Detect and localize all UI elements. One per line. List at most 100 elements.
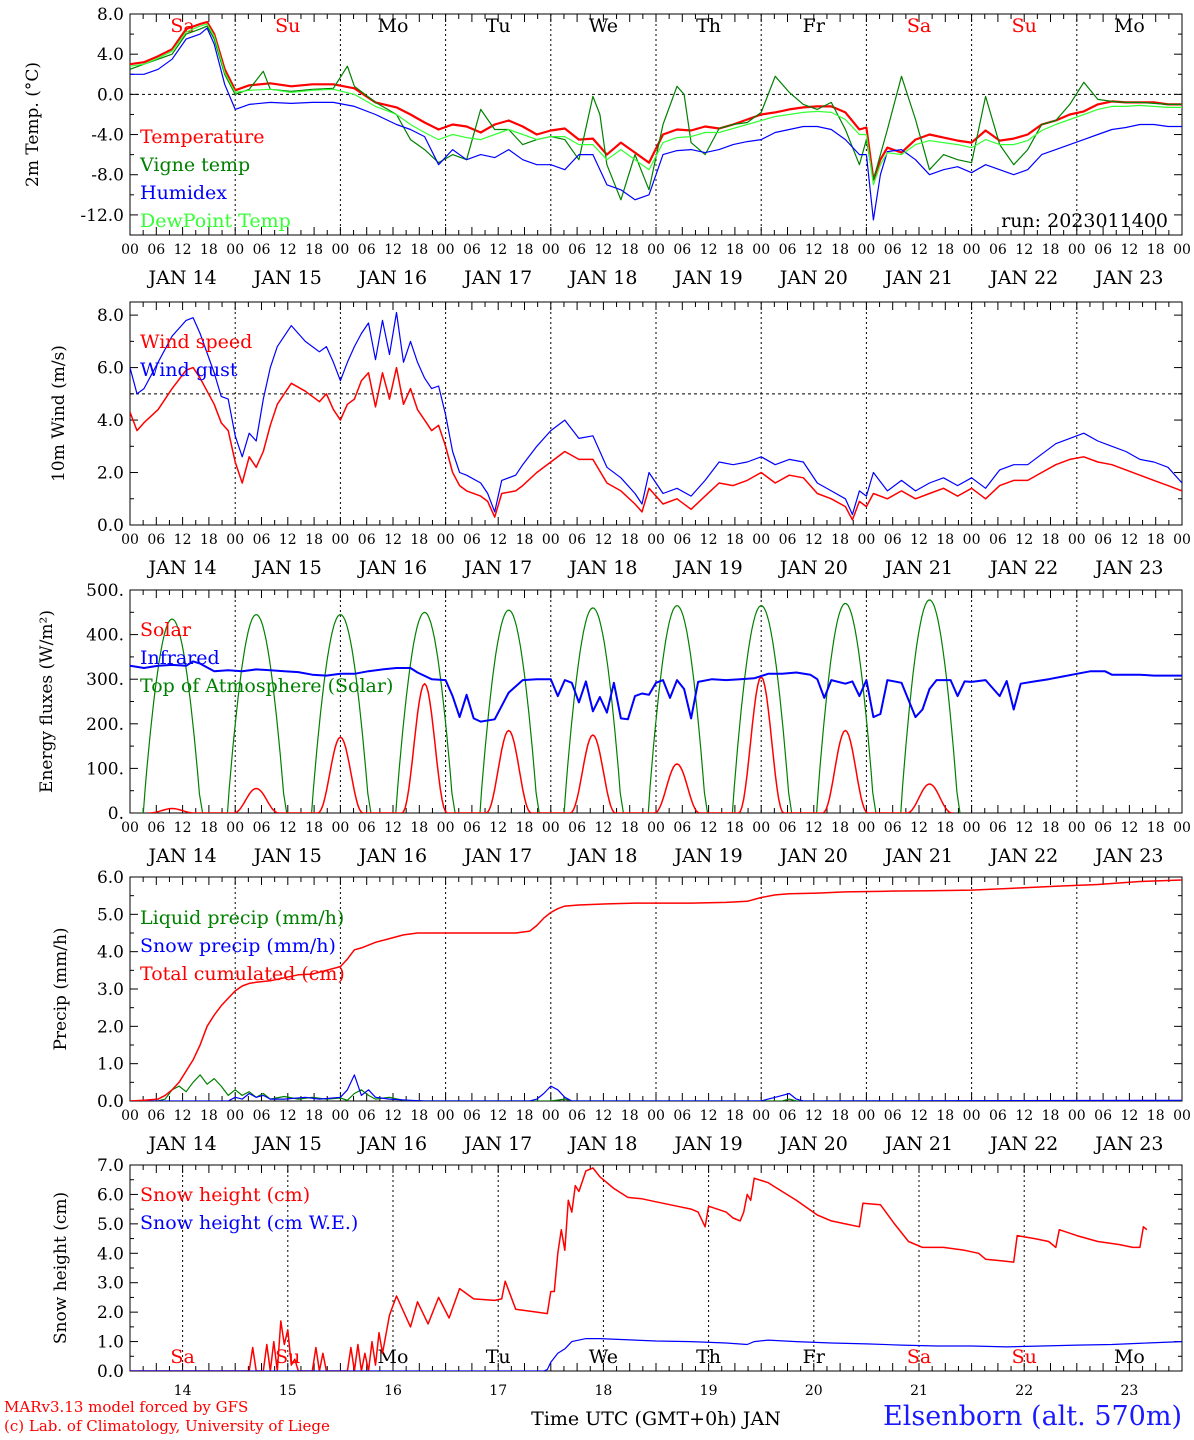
hour-label: 06	[358, 242, 376, 258]
date-label: JAN 18	[567, 267, 637, 289]
hour-label: 00	[437, 820, 455, 836]
hour-label: 06	[253, 1108, 271, 1124]
hour-label: 18	[410, 820, 428, 836]
hour-label: 12	[1015, 820, 1033, 836]
y-tick-label: 8.0	[97, 306, 124, 326]
y-axis-label: Precip (mm/h)	[51, 927, 71, 1050]
legend-entry: Top of Atmosphere (Solar)	[140, 675, 393, 697]
legend-entry: Snow height (cm W.E.)	[140, 1212, 358, 1234]
hour-label: 00	[1173, 820, 1191, 836]
hour-label: 00	[647, 1108, 665, 1124]
day-number-label: 19	[700, 1383, 718, 1399]
hour-label: 00	[857, 1108, 875, 1124]
hour-label: 12	[1015, 532, 1033, 548]
hour-label: 06	[884, 242, 902, 258]
series-line-infrared	[130, 660, 1182, 723]
hour-label: 18	[831, 820, 849, 836]
date-label: JAN 17	[462, 557, 532, 579]
y-tick-label: 0.0	[97, 1092, 124, 1112]
hour-label: 18	[936, 242, 954, 258]
date-label: JAN 15	[252, 1133, 322, 1155]
hour-label: 00	[1068, 820, 1086, 836]
y-tick-label: -8.0	[91, 166, 124, 186]
hour-label: 18	[1147, 1108, 1165, 1124]
hour-label: 12	[279, 820, 297, 836]
hour-label: 06	[463, 242, 481, 258]
weekday-label: Su	[1012, 1346, 1037, 1368]
hour-label: 00	[121, 242, 139, 258]
hour-label: 18	[1147, 532, 1165, 548]
hour-label: 18	[621, 242, 639, 258]
hour-label: 18	[1042, 242, 1060, 258]
y-tick-label: 6.0	[97, 1185, 124, 1205]
hour-label: 00	[121, 532, 139, 548]
hour-label: 12	[700, 242, 718, 258]
date-label: JAN 23	[1093, 845, 1163, 867]
date-label: JAN 15	[252, 267, 322, 289]
hour-label: 00	[226, 242, 244, 258]
hour-label: 00	[752, 820, 770, 836]
legend-entry: Total cumulated (cm)	[140, 963, 345, 985]
weekday-label: Sa	[907, 15, 931, 37]
hour-label: 00	[226, 820, 244, 836]
hour-label: 00	[226, 532, 244, 548]
hour-label: 00	[752, 1108, 770, 1124]
hour-label: 00	[963, 242, 981, 258]
y-tick-label: 0.0	[97, 1362, 124, 1382]
series-line-dewpoint-temp	[130, 23, 1182, 186]
hour-label: 12	[174, 1108, 192, 1124]
day-number-label: 20	[805, 1383, 823, 1399]
hour-label: 00	[857, 820, 875, 836]
hour-label: 12	[700, 820, 718, 836]
hour-label: 06	[884, 1108, 902, 1124]
hour-label: 12	[910, 242, 928, 258]
hour-label: 06	[1094, 242, 1112, 258]
hour-label: 18	[726, 242, 744, 258]
hour-label: 12	[594, 820, 612, 836]
hour-label: 06	[568, 532, 586, 548]
y-tick-label: 0.0	[97, 516, 124, 536]
y-tick-label: 6.0	[97, 868, 124, 888]
hour-label: 00	[542, 1108, 560, 1124]
date-label: JAN 22	[988, 557, 1058, 579]
hour-label: 00	[1173, 1108, 1191, 1124]
day-number-label: 18	[594, 1383, 612, 1399]
date-label: JAN 21	[883, 845, 953, 867]
legend-entry: Humidex	[140, 182, 227, 204]
hour-label: 06	[463, 532, 481, 548]
hour-label: 12	[910, 820, 928, 836]
hour-label: 00	[121, 1108, 139, 1124]
hour-label: 12	[279, 242, 297, 258]
model-credit: MARv3.13 model forced by GFS (c) Lab. of…	[4, 1398, 330, 1436]
day-number-label: 22	[1015, 1383, 1033, 1399]
y-axis-label: Energy fluxes (W/m²)	[37, 610, 57, 793]
hour-label: 06	[989, 820, 1007, 836]
hour-label: 12	[1015, 242, 1033, 258]
date-label: JAN 22	[988, 267, 1058, 289]
hour-label: 00	[1068, 532, 1086, 548]
weekday-label: Su	[1012, 15, 1037, 37]
hour-label: 12	[384, 532, 402, 548]
hour-label: 12	[700, 1108, 718, 1124]
series-line-snow-precip-mm-h-	[130, 1074, 1182, 1101]
hour-label: 06	[989, 532, 1007, 548]
hour-label: 12	[594, 1108, 612, 1124]
y-tick-label: 8.0	[97, 5, 124, 25]
panel-precip: 6.0 5.0 4.0 3.0 2.0 1.0 0.0 Precip (mm/h) 00 06 12…	[51, 868, 1191, 1155]
hour-label: 18	[1042, 1108, 1060, 1124]
date-label: JAN 14	[147, 267, 217, 289]
series-line-solar	[147, 676, 955, 813]
date-label: JAN 14	[147, 557, 217, 579]
hour-label: 12	[384, 1108, 402, 1124]
hour-label: 12	[174, 532, 192, 548]
date-label: JAN 16	[357, 267, 427, 289]
y-tick-label: 1.0	[97, 1333, 124, 1353]
legend-entry: Wind gust	[140, 359, 238, 381]
credit-line-2: (c) Lab. of Climatology, University of L…	[4, 1417, 330, 1435]
y-tick-label: 5.0	[97, 1215, 124, 1235]
hour-label: 00	[1173, 532, 1191, 548]
hour-label: 00	[963, 1108, 981, 1124]
y-tick-label: 2.0	[97, 464, 124, 484]
date-label: JAN 23	[1093, 267, 1163, 289]
